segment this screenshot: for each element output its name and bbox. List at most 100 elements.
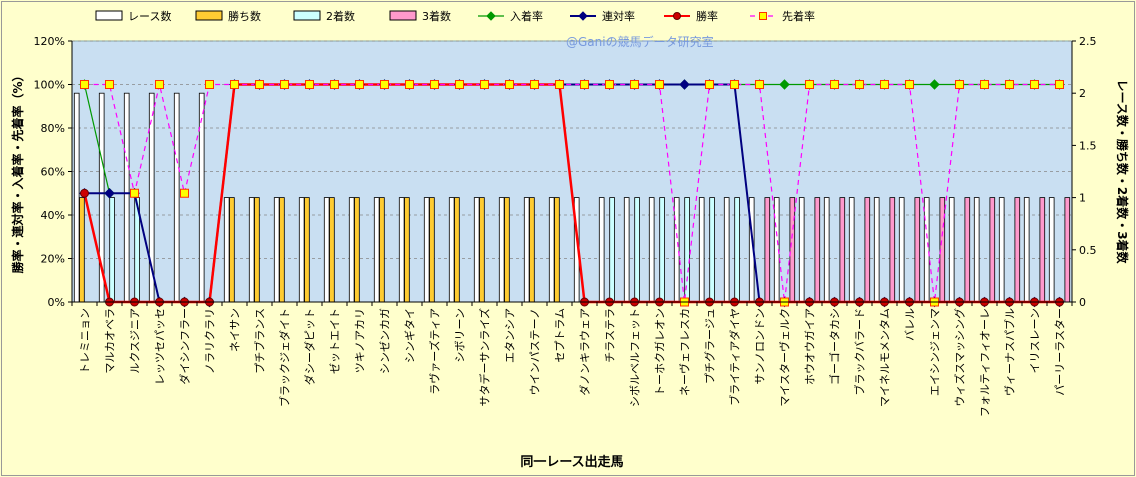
x-tick-label-27: サンノロンドン: [754, 308, 767, 384]
point-先着率-16: [480, 80, 489, 89]
axes: 0% 20% 40% 60% 80% 100% 120% 0 0.5 1 1.5 2 2.5: [34, 35, 1097, 309]
y-tick-right-0: 0: [1079, 296, 1086, 309]
bar-勝ち数-10: [329, 197, 335, 303]
bar-2着数-25: [709, 197, 715, 303]
y-tick-right-5: 2.5: [1079, 35, 1097, 48]
point-先着率-0: [80, 80, 89, 89]
bar-勝ち数-0: [79, 197, 85, 303]
x-tick-label-10: ゼットエイト: [329, 308, 342, 374]
bar-レース数-14: [423, 197, 430, 303]
x-tick-label-36: フォルティフィオーレ: [979, 308, 992, 417]
legend-label-3: 3着数: [422, 9, 451, 23]
legend-item-勝率: 勝率: [664, 9, 718, 23]
x-tick-label-39: パーリーラスター: [1054, 308, 1067, 396]
bar-レース数-13: [398, 197, 405, 303]
bar-2着数-22: [634, 197, 640, 303]
bar-勝ち数-13: [404, 197, 410, 303]
bar-勝ち数-6: [229, 197, 235, 303]
x-tick-label-19: セプトラム: [554, 308, 567, 363]
x-tick-label-13: シンギタイ: [404, 308, 417, 363]
bar-3着数-38: [1039, 197, 1046, 303]
point-先着率-13: [405, 80, 414, 89]
y-tick-right-1: 0.5: [1079, 244, 1097, 257]
x-tick-label-5: ノラリクラリ: [204, 308, 217, 374]
legend-item-レース数: レース数: [95, 10, 171, 23]
bar-レース数-7: [248, 197, 255, 303]
x-tick-label-17: エタンシア: [504, 308, 517, 363]
bar-勝ち数-7: [254, 197, 260, 303]
bar-レース数-19: [548, 197, 555, 303]
point-先着率-29: [805, 80, 814, 89]
y-tick-left-0: 0%: [48, 296, 65, 309]
point-入着率-34: [929, 79, 940, 90]
point-先着率-5: [205, 80, 214, 89]
y-tick-left-1: 20%: [41, 253, 65, 266]
bar-3着数-30: [839, 197, 846, 303]
bar-レース数-24: [673, 197, 680, 303]
x-tick-label-1: マルカオベラ: [104, 308, 117, 374]
bar-レース数-36: [973, 197, 980, 303]
point-先着率-14: [430, 80, 439, 89]
point-連対率-1: [104, 188, 115, 199]
x-tick-label-30: ゴーゴータカシ: [828, 308, 842, 385]
point-先着率-25: [705, 80, 714, 89]
y-tick-right-4: 2: [1079, 87, 1086, 100]
x-tick-label-38: イリスレーン: [1029, 308, 1042, 373]
x-tick-label-18: ウインパステーノ: [529, 308, 542, 395]
x-tick-label-0: トレミニョン: [79, 308, 92, 374]
bar-レース数-39: [1048, 197, 1055, 303]
x-tick-label-22: シボルベルフェット: [629, 308, 642, 407]
legend-label-1: 勝ち数: [228, 9, 261, 23]
bar-3着数-32: [889, 197, 896, 303]
bar-レース数-17: [498, 197, 505, 303]
bar-2着数-21: [609, 197, 615, 303]
bar-レース数-30: [823, 197, 830, 303]
point-先着率-35: [955, 80, 964, 89]
bar-レース数-31: [848, 197, 855, 303]
x-tick-label-16: サタデーサンライズ: [478, 308, 492, 406]
bar-レース数-23: [648, 197, 655, 303]
bar-レース数-11: [348, 197, 355, 303]
point-先着率-32: [880, 80, 889, 89]
x-tick-label-8: ブラックジェダイト: [278, 308, 292, 407]
bar-勝ち数-14: [429, 197, 435, 303]
bar-3着数-27: [764, 197, 771, 303]
point-勝率-0: [80, 188, 89, 198]
legend-label-5: 連対率: [602, 9, 635, 23]
point-先着率-3: [155, 80, 164, 89]
bar-レース数-22: [623, 197, 630, 303]
bar-レース数-16: [473, 197, 480, 303]
x-tick-label-4: ダイシンフラー: [178, 308, 192, 385]
point-先着率-23: [655, 80, 664, 89]
bar-勝ち数-17: [504, 197, 510, 303]
bar-勝ち数-19: [554, 197, 560, 303]
x-tick-label-34: エイシンジェンマ: [929, 308, 942, 396]
x-tick-label-33: バレル: [904, 308, 917, 341]
bar-2着数-1: [109, 197, 115, 303]
point-先着率-17: [505, 80, 514, 89]
bar-レース数-12: [373, 197, 380, 303]
x-tick-labels: トレミニョン マルカオベラ ルクスジニア レッツセパッセ ダイシンフラー ノラリクラリ ネイ…: [79, 308, 1067, 417]
point-先着率-39: [1055, 80, 1064, 89]
point-先着率-38: [1030, 80, 1039, 89]
legend-item-入着率: 入着率: [478, 9, 543, 23]
y-axis-label-left: 勝率・連対率・入着率・先着率（%）: [10, 69, 25, 273]
bar-レース数-8: [273, 197, 280, 303]
point-先着率-4: [180, 188, 189, 198]
point-先着率-11: [355, 80, 364, 89]
x-tick-label-12: シンゼンカガ: [379, 308, 392, 374]
bar-3着数-28: [789, 197, 796, 303]
legend-item-3着数: 3着数: [389, 9, 451, 23]
legend-label-0: レース数: [128, 10, 171, 23]
bar-レース数-15: [448, 197, 455, 303]
bar-3着数-35: [964, 197, 971, 303]
legend-label-4: 入着率: [510, 9, 543, 23]
y-tick-left-2: 40%: [41, 209, 65, 222]
point-先着率-21: [605, 80, 614, 89]
x-axis-label: 同一レース出走馬: [520, 454, 623, 470]
x-tick-label-35: ウィズスマッシング: [953, 308, 967, 407]
x-tick-label-21: チラステラ: [604, 308, 617, 363]
watermark: @Ganiの競馬データ研究室: [566, 34, 714, 49]
bar-勝ち数-8: [279, 197, 285, 303]
